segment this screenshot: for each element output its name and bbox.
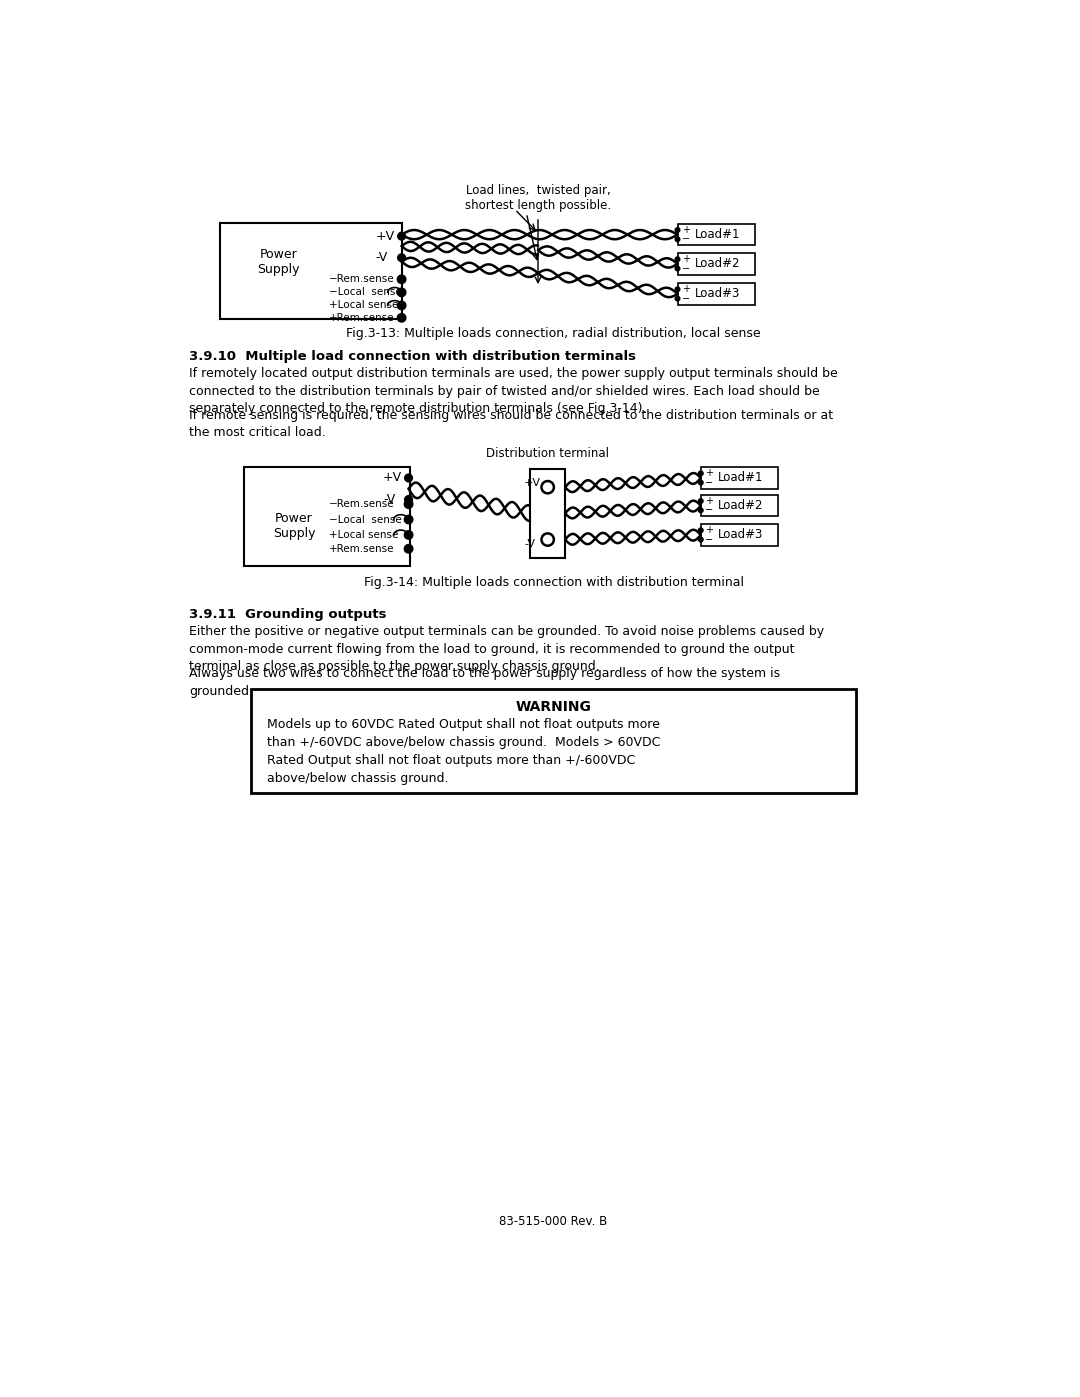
Text: +V: +V — [524, 478, 541, 488]
Text: If remotely located output distribution terminals are used, the power supply out: If remotely located output distribution … — [189, 367, 838, 415]
Circle shape — [675, 257, 679, 261]
Circle shape — [675, 237, 679, 242]
Circle shape — [404, 545, 413, 553]
Text: +: + — [683, 285, 690, 295]
Bar — [701, 524, 779, 546]
Text: +Local sense: +Local sense — [328, 300, 399, 310]
Circle shape — [699, 481, 703, 485]
Text: +V: +V — [375, 229, 394, 243]
Bar — [677, 253, 755, 275]
Circle shape — [699, 471, 703, 475]
Text: Load lines,  twisted pair,
shortest length possible.: Load lines, twisted pair, shortest lengt… — [464, 183, 611, 212]
Circle shape — [699, 538, 703, 542]
Bar — [677, 284, 755, 305]
Circle shape — [699, 499, 703, 503]
Circle shape — [397, 288, 406, 296]
Text: -V: -V — [383, 493, 395, 506]
Text: 83-515-000 Rev. B: 83-515-000 Rev. B — [499, 1215, 608, 1228]
Text: −Rem.sense: −Rem.sense — [328, 499, 394, 509]
Text: −: − — [683, 264, 690, 274]
Bar — [677, 224, 755, 246]
Text: −: − — [705, 478, 714, 488]
Text: +: + — [683, 254, 690, 264]
Circle shape — [699, 509, 703, 513]
Text: -V: -V — [524, 539, 535, 549]
Bar — [530, 469, 565, 557]
Text: −: − — [683, 293, 690, 303]
Text: Power
Supply: Power Supply — [257, 247, 299, 275]
Text: Load#2: Load#2 — [718, 499, 764, 513]
Text: −: − — [705, 506, 714, 515]
Bar — [701, 467, 779, 489]
Circle shape — [397, 254, 405, 261]
Text: Load#3: Load#3 — [694, 288, 740, 300]
Circle shape — [404, 515, 413, 524]
Text: +Local sense: +Local sense — [328, 529, 399, 539]
Text: +: + — [683, 225, 690, 235]
Text: Fig.3-13: Multiple loads connection, radial distribution, local sense: Fig.3-13: Multiple loads connection, rad… — [347, 327, 760, 339]
Circle shape — [397, 302, 406, 310]
Text: If remote sensing is required, the sensing wires should be connected to the dist: If remote sensing is required, the sensi… — [189, 409, 834, 439]
Text: Power
Supply: Power Supply — [272, 511, 315, 539]
Circle shape — [675, 267, 679, 271]
Text: Either the positive or negative output terminals can be grounded. To avoid noise: Either the positive or negative output t… — [189, 624, 824, 673]
Text: Models up to 60VDC Rated Output shall not float outputs more
than +/-60VDC above: Models up to 60VDC Rated Output shall no… — [267, 718, 660, 785]
Circle shape — [397, 232, 405, 240]
Text: −Local  sense: −Local sense — [328, 514, 402, 524]
Bar — [701, 495, 779, 517]
Circle shape — [404, 531, 413, 539]
Text: +Rem.sense: +Rem.sense — [328, 313, 394, 323]
Text: +: + — [705, 496, 714, 506]
Text: Fig.3-14: Multiple loads connection with distribution terminal: Fig.3-14: Multiple loads connection with… — [364, 576, 743, 590]
Text: −: − — [683, 235, 690, 244]
Bar — [252, 689, 855, 793]
Text: +Rem.sense: +Rem.sense — [328, 543, 394, 553]
Text: +V: +V — [383, 471, 402, 485]
Text: 3.9.11  Grounding outputs: 3.9.11 Grounding outputs — [189, 608, 387, 622]
Text: Load#1: Load#1 — [694, 228, 740, 242]
Text: −Rem.sense: −Rem.sense — [328, 274, 394, 285]
Text: Load#1: Load#1 — [718, 471, 764, 485]
Text: +: + — [705, 468, 714, 478]
Text: −: − — [705, 535, 714, 545]
Circle shape — [405, 474, 413, 482]
Circle shape — [397, 275, 406, 284]
Text: +: + — [705, 525, 714, 535]
Circle shape — [699, 528, 703, 532]
Circle shape — [397, 313, 406, 323]
Text: WARNING: WARNING — [515, 700, 592, 714]
Text: Load#2: Load#2 — [694, 257, 740, 271]
Circle shape — [675, 228, 679, 232]
Bar — [243, 467, 410, 566]
Bar — [220, 224, 403, 320]
Circle shape — [404, 500, 413, 509]
Circle shape — [405, 496, 413, 503]
Text: Always use two wires to connect the load to the power supply regardless of how t: Always use two wires to connect the load… — [189, 668, 781, 698]
Circle shape — [675, 286, 679, 292]
Text: Load#3: Load#3 — [718, 528, 764, 542]
Text: Distribution terminal: Distribution terminal — [486, 447, 609, 460]
Circle shape — [675, 296, 679, 300]
Text: −Local  sense: −Local sense — [328, 288, 402, 298]
Text: -V: -V — [375, 251, 388, 264]
Text: 3.9.10  Multiple load connection with distribution terminals: 3.9.10 Multiple load connection with dis… — [189, 351, 636, 363]
